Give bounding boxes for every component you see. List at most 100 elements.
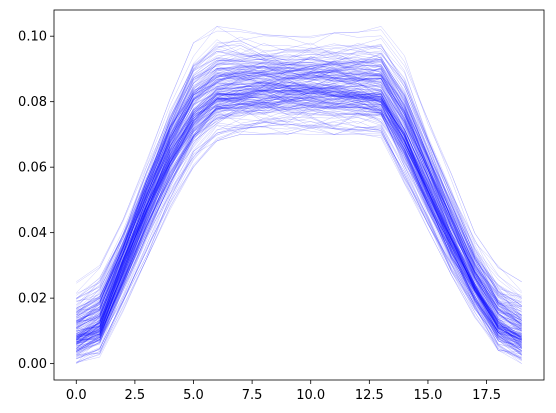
series-line <box>76 59 522 320</box>
series-line <box>76 81 522 350</box>
series-line <box>76 121 522 357</box>
series-line <box>76 88 522 343</box>
series-line <box>76 102 522 352</box>
series-line <box>76 105 522 351</box>
series-line <box>76 92 522 345</box>
series-line <box>76 72 522 325</box>
series-line <box>76 70 522 326</box>
series-line <box>76 86 522 343</box>
series-line <box>76 42 522 307</box>
series-line <box>76 70 522 330</box>
series-line <box>76 116 522 356</box>
series-line <box>76 72 522 324</box>
series-line <box>76 108 522 351</box>
series-line <box>76 100 522 345</box>
series-line <box>76 76 522 340</box>
series-line <box>76 39 522 296</box>
series-line <box>76 93 522 343</box>
series-line <box>76 110 522 352</box>
series-line <box>76 78 522 336</box>
series-line <box>76 97 522 353</box>
series-line <box>76 97 522 355</box>
series-line <box>76 87 522 342</box>
series-line <box>76 85 522 347</box>
series-line <box>76 77 522 329</box>
series-line <box>76 91 522 350</box>
series-line <box>76 56 522 313</box>
series-line <box>76 104 522 349</box>
x-tick-label: 15.0 <box>413 388 442 403</box>
series-line <box>76 114 522 359</box>
series-line <box>76 90 522 341</box>
series-line <box>76 57 522 316</box>
series-line <box>76 90 522 343</box>
series-line <box>76 92 522 338</box>
series-line <box>76 98 522 345</box>
series-line <box>76 86 522 349</box>
series-line <box>76 53 522 307</box>
series-line <box>76 60 522 316</box>
series-line <box>76 70 522 329</box>
series-line <box>76 81 522 336</box>
series-line <box>76 48 522 306</box>
series-line <box>76 95 522 346</box>
series-line <box>76 123 522 362</box>
series-line <box>76 68 522 325</box>
series-line <box>76 81 522 340</box>
series-line <box>76 86 522 341</box>
series-line <box>76 72 522 325</box>
series-line <box>76 82 522 335</box>
series-line <box>76 65 522 327</box>
y-tick-label: 0.02 <box>18 292 47 307</box>
series-line <box>76 66 522 322</box>
y-tick-label: 0.10 <box>18 30 47 45</box>
series-line <box>76 77 522 338</box>
series-line <box>76 84 522 343</box>
series-line <box>76 45 522 305</box>
series-line <box>76 97 522 350</box>
series-line <box>76 86 522 335</box>
series-line <box>76 111 522 360</box>
series-line <box>76 65 522 320</box>
series-line <box>76 81 522 339</box>
series-line <box>76 69 522 323</box>
series-line <box>76 91 522 340</box>
series-line <box>76 57 522 309</box>
series-line <box>76 105 522 360</box>
series-line <box>76 97 522 358</box>
series-line <box>76 91 522 349</box>
series-line <box>76 26 522 294</box>
series-line <box>76 60 522 317</box>
series-line <box>76 45 522 299</box>
series-line <box>76 90 522 344</box>
series-line <box>76 87 522 347</box>
series-line <box>76 56 522 312</box>
series-line <box>76 95 522 345</box>
series-line <box>76 124 522 359</box>
series-line <box>76 98 522 351</box>
series-line <box>76 90 522 340</box>
series-line <box>76 52 522 316</box>
series-line <box>76 77 522 338</box>
series-line <box>76 41 522 299</box>
series-line <box>76 62 522 311</box>
series-line <box>76 70 522 322</box>
series-line <box>76 83 522 345</box>
series-line <box>76 71 522 324</box>
series-line <box>76 55 522 308</box>
series-line <box>76 81 522 335</box>
series-line <box>76 58 522 318</box>
series-line <box>76 51 522 311</box>
series-line <box>76 103 522 352</box>
series-line <box>76 62 522 321</box>
series-line <box>76 88 522 342</box>
series-line <box>76 91 522 341</box>
series-line <box>76 72 522 331</box>
series-line <box>76 91 522 343</box>
series-line <box>76 87 522 347</box>
series-line <box>76 127 522 364</box>
series-line <box>76 74 522 330</box>
series-line <box>76 88 522 350</box>
series-line <box>76 85 522 343</box>
series-line <box>76 95 522 346</box>
